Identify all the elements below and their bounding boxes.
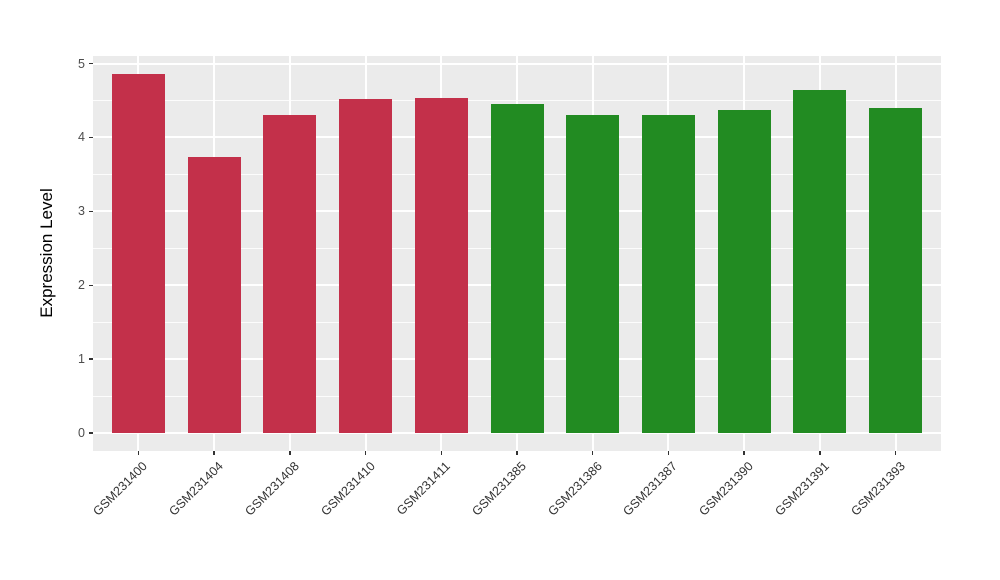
y-tick-label: 3 <box>78 204 85 219</box>
x-tick-mark <box>137 451 140 455</box>
x-tick-mark <box>364 451 367 455</box>
y-tick-label: 4 <box>78 130 85 145</box>
bar-GSM231385 <box>490 103 544 434</box>
bar-GSM231400 <box>111 73 165 434</box>
bar-GSM231386 <box>566 115 620 434</box>
bar-GSM231411 <box>414 97 468 434</box>
bar-GSM231391 <box>793 90 847 434</box>
y-tick-mark <box>89 432 93 434</box>
x-tick-mark <box>894 451 897 455</box>
bar-GSM231410 <box>339 99 393 434</box>
y-tick-label: 5 <box>78 56 85 71</box>
y-tick-mark <box>89 62 93 65</box>
y-tick-mark <box>89 358 93 360</box>
x-tick-mark <box>667 451 670 455</box>
y-tick-label: 0 <box>78 426 85 441</box>
plot-panel <box>93 56 941 451</box>
bar-GSM231390 <box>717 110 771 434</box>
bar-GSM231404 <box>187 157 241 434</box>
y-tick-mark <box>89 210 93 213</box>
x-tick-mark <box>819 451 821 455</box>
bar-GSM231387 <box>641 115 695 434</box>
x-tick-mark <box>289 451 291 455</box>
y-tick-label: 2 <box>78 278 85 293</box>
x-tick-mark <box>516 451 518 455</box>
x-tick-mark <box>213 451 215 455</box>
y-tick-mark <box>89 284 93 286</box>
bar-GSM231393 <box>869 107 923 434</box>
x-tick-mark <box>743 451 745 455</box>
y-tick-mark <box>89 136 93 139</box>
x-tick-mark <box>440 451 442 455</box>
x-tick-mark <box>592 451 594 455</box>
bar-GSM231408 <box>263 114 317 434</box>
y-tick-label: 1 <box>78 352 85 367</box>
